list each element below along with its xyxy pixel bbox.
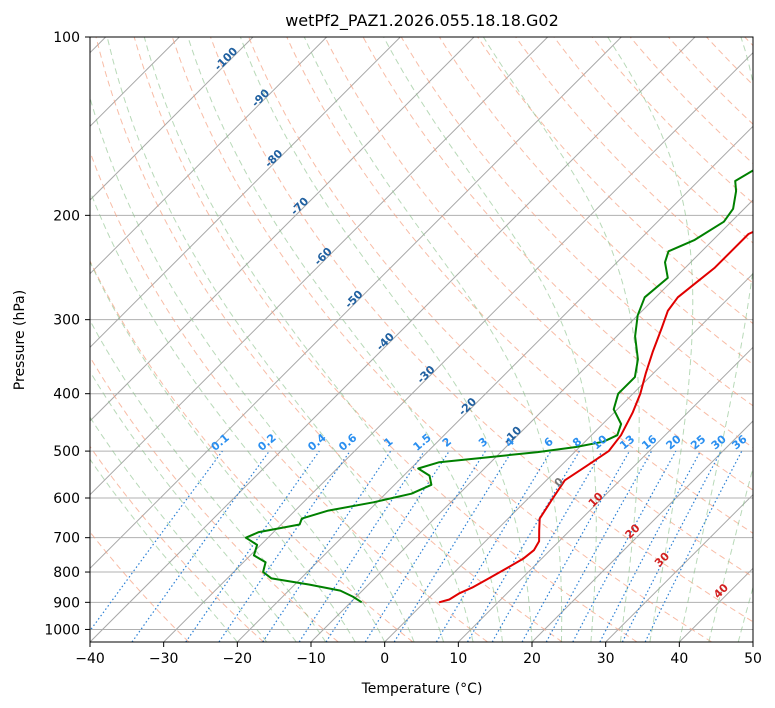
x-tick-label: 0 [380, 651, 389, 667]
x-tick-label: 50 [744, 651, 762, 667]
y-tick-label: 800 [53, 565, 80, 581]
isotherm-line [90, 37, 401, 349]
temperature-profile-line [438, 230, 753, 604]
dry-adiabat-line [90, 259, 414, 642]
isotherm-line [605, 493, 753, 642]
plot-area [90, 37, 753, 642]
moist-adiabat-line [482, 37, 640, 642]
moist-adiabat-line [90, 319, 327, 642]
isotherm-line [90, 37, 475, 422]
y-tick-label: 700 [53, 531, 80, 547]
moist-adiabat-line [90, 458, 238, 642]
y-axis-title: Pressure (hPa) [12, 290, 28, 390]
dry-adiabat-line [248, 37, 753, 578]
isotherm-line [90, 37, 549, 496]
mixing-ratio-line [393, 450, 513, 642]
mixing-ratio-line [262, 450, 392, 642]
moist-adiabat-line [90, 370, 297, 642]
moist-adiabat-line [737, 585, 753, 642]
moist-adiabat-line [143, 37, 474, 642]
y-tick-label: 900 [53, 595, 80, 611]
dry-adiabat-line [171, 37, 712, 642]
x-tick-label: −40 [75, 651, 105, 667]
chart-title: wetPf2_PAZ1.2026.055.18.18.G02 [285, 11, 559, 31]
isotherm-line [90, 37, 622, 570]
isotherm-line [531, 420, 753, 642]
y-tick-label: 100 [53, 30, 80, 46]
dry-adiabat-line [90, 356, 339, 642]
dry-adiabat-line [286, 37, 753, 534]
mixing-ratio-line [572, 450, 677, 642]
moist-adiabat-line [90, 260, 356, 642]
moist-adiabat-line [383, 37, 597, 642]
moist-adiabat-line [607, 37, 694, 642]
mixing-ratio-line [521, 450, 631, 642]
dry-adiabat-line [324, 37, 753, 491]
moist-adiabat-line [239, 37, 533, 642]
x-tick-label: −20 [223, 651, 253, 667]
x-tick-label: 10 [449, 651, 467, 667]
isotherm-line [90, 37, 696, 642]
moist-adiabat-line [90, 189, 386, 642]
y-tick-label: 300 [53, 313, 80, 329]
moist-adiabat-line [708, 466, 753, 642]
moist-adiabat-line [678, 37, 753, 642]
y-tick-label: 200 [53, 208, 80, 224]
dry-adiabat-line [95, 37, 563, 642]
x-tick-label: 20 [523, 651, 541, 667]
moist-adiabat-line [90, 96, 415, 642]
mixing-ratio-line [325, 450, 450, 642]
isotherm-line [236, 125, 753, 642]
moist-adiabat-line [187, 37, 503, 642]
mixing-ratio-line [218, 450, 351, 642]
mixing-ratio-line [90, 450, 223, 632]
x-tick-label: −10 [296, 651, 326, 667]
isotherm-line [90, 37, 328, 275]
dry-adiabat-line [133, 37, 638, 642]
dewpoint-profile-line [244, 169, 753, 604]
moist-adiabat-line [90, 416, 268, 642]
isotherm-line [163, 51, 753, 642]
axes: −40 −30 −20 −10 0 10 20 30 40 50 100 200 300 400 500 60… [44, 30, 762, 667]
moist-adiabat-line [303, 37, 563, 642]
mixing-ratio-line [298, 450, 425, 642]
moist-adiabat-line [106, 37, 445, 642]
y-tick-label: 400 [53, 387, 80, 403]
mixing-ratio-line [185, 450, 320, 642]
x-tick-label: 30 [597, 651, 615, 667]
mixing-ratio-line [131, 450, 270, 642]
dry-adiabat-line [515, 37, 753, 284]
x-tick-label: −30 [149, 651, 179, 667]
y-tick-label: 500 [53, 444, 80, 460]
dry-adiabat-line [90, 445, 264, 642]
isotherm-line [384, 272, 753, 642]
y-tick-label: 1000 [44, 622, 80, 638]
y-tick-label: 600 [53, 491, 80, 507]
mixing-ratio-line [644, 450, 743, 642]
plot-frame [89, 36, 754, 643]
isotherm-line [90, 37, 254, 201]
x-axis-title: Temperature (°C) [361, 681, 483, 697]
x-tick-label: 40 [670, 651, 688, 667]
mixing-ratio-line [545, 450, 653, 642]
